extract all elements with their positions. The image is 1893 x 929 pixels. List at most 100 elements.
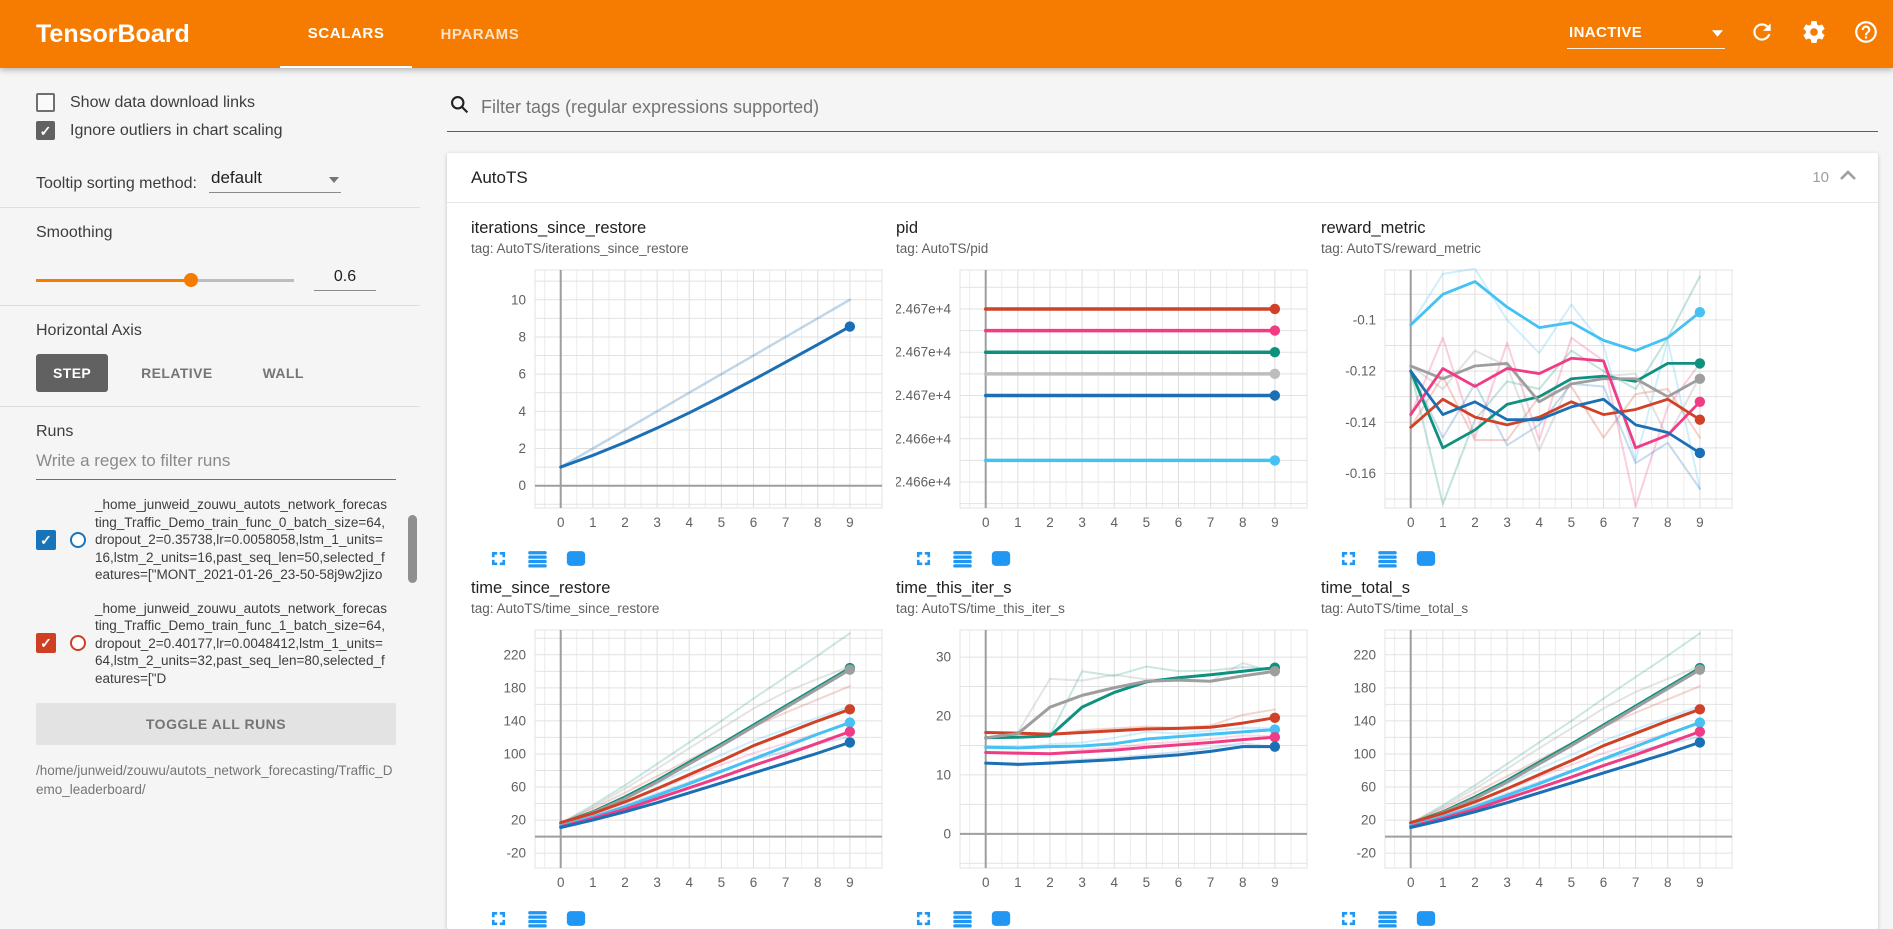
toggle-all-runs-button[interactable]: TOGGLE ALL RUNS [36,703,396,745]
scalar-chart[interactable]: 10 8 6 4 2 0 0 1 2 3 4 5 6 7 8 9 [471,264,888,536]
fit-domain-icon[interactable] [565,907,587,929]
svg-text:140: 140 [1353,713,1376,728]
run-name: _home_junweid_zouwu_autots_network_forec… [95,497,387,582]
svg-text:3: 3 [1503,875,1511,890]
svg-text:5: 5 [1143,515,1151,530]
settings-button[interactable] [1799,19,1829,49]
data-list-icon[interactable] [526,547,548,569]
chart-toolbar [487,907,888,929]
smoothing-slider[interactable] [36,272,294,287]
scalar-chart[interactable]: -0.1 -0.12 -0.14 -0.16 0 1 2 3 4 5 6 7 8 9 [1321,264,1738,536]
scalar-chart[interactable]: 30 20 10 0 0 1 2 3 4 5 6 7 8 9 [896,624,1313,896]
tooltip-sorting-label: Tooltip sorting method: [36,175,197,192]
chart-title: time_total_s [1321,579,1410,597]
expand-icon[interactable] [487,547,509,569]
fit-domain-icon[interactable] [990,547,1012,569]
run-checkbox[interactable] [36,633,56,654]
refresh-button[interactable] [1747,19,1777,49]
axis-relative-button[interactable]: RELATIVE [141,365,213,381]
run-checkbox[interactable] [36,529,56,550]
scalar-chart[interactable]: 220 180 140 100 60 20 -20 0 1 2 3 4 5 6 7 8 9 [471,624,888,896]
svg-text:6: 6 [518,367,526,382]
autots-card-header[interactable]: AutoTS 10 [447,153,1878,203]
tag-filter-input[interactable] [481,96,1876,118]
runs-filter-input[interactable] [36,441,396,480]
svg-text:2: 2 [621,515,629,530]
svg-text:0: 0 [982,515,990,530]
tooltip-sorting-value: default [210,168,263,187]
scalar-chart[interactable]: 220 180 140 100 60 20 -20 0 1 2 3 4 5 6 7 8 9 [1321,624,1738,896]
help-button[interactable] [1851,19,1881,49]
svg-text:-20: -20 [506,846,526,861]
svg-text:9: 9 [1696,875,1704,890]
svg-text:9: 9 [1271,515,1279,530]
expand-icon[interactable] [1337,547,1359,569]
svg-text:4: 4 [685,875,693,890]
runs-scrollbar-thumb[interactable] [408,515,417,583]
expand-icon[interactable] [487,907,509,929]
chart-tag: tag: AutoTS/iterations_since_restore [471,241,689,256]
data-list-icon[interactable] [951,907,973,929]
chart-tag: tag: AutoTS/reward_metric [1321,241,1481,256]
status-dropdown[interactable]: INACTIVE [1567,20,1725,49]
app-title: TensorBoard [36,19,190,48]
svg-text:100: 100 [1353,746,1376,761]
fit-domain-icon[interactable] [990,907,1012,929]
svg-text:7: 7 [1632,515,1640,530]
tab-hparams[interactable]: HPARAMS [440,25,520,43]
svg-text:140: 140 [503,713,526,728]
data-list-icon[interactable] [951,547,973,569]
fit-domain-icon[interactable] [565,547,587,569]
data-list-icon[interactable] [1376,547,1398,569]
data-list-icon[interactable] [1376,907,1398,929]
svg-text:8: 8 [1664,875,1672,890]
scalar-chart[interactable]: 2.467e+4 2.467e+4 2.467e+4 2.466e+4 2.466e+4… [894,264,1313,536]
smoothing-value[interactable]: 0.6 [314,268,376,291]
fit-domain-icon[interactable] [1415,907,1437,929]
svg-text:2.466e+4: 2.466e+4 [896,431,951,446]
svg-text:2: 2 [621,875,629,890]
expand-icon[interactable] [912,547,934,569]
slider-thumb[interactable] [183,272,198,287]
ignore-outliers-checkbox[interactable] [36,121,55,140]
svg-text:1: 1 [1014,515,1022,530]
chart-card: reward_metric tag: AutoTS/reward_metric -0… [1321,219,1738,569]
expand-icon[interactable] [912,907,934,929]
axis-step-button[interactable]: STEP [36,354,109,392]
tooltip-sorting-select[interactable]: default [208,166,341,193]
svg-text:5: 5 [1568,875,1576,890]
main-tabs: SCALARS HPARAMS [279,0,548,68]
svg-text:180: 180 [503,680,526,695]
tab-scalars[interactable]: SCALARS [279,0,413,68]
svg-text:8: 8 [814,515,822,530]
svg-text:1: 1 [589,875,597,890]
show-download-links-option[interactable]: Show data download links [36,93,396,112]
data-list-icon[interactable] [526,907,548,929]
svg-text:30: 30 [936,650,951,665]
svg-text:0: 0 [943,826,951,841]
chart-toolbar [1337,547,1738,569]
chart-title: pid [896,219,919,237]
tag-filter-bar [447,90,1878,132]
svg-text:4: 4 [1535,515,1543,530]
chart-card: time_since_restore tag: AutoTS/time_since… [471,579,888,929]
ignore-outliers-option[interactable]: Ignore outliers in chart scaling [36,121,396,140]
svg-text:3: 3 [653,515,661,530]
axis-wall-button[interactable]: WALL [262,365,304,381]
svg-text:2: 2 [1471,515,1479,530]
svg-text:8: 8 [1239,515,1247,530]
show-download-links-checkbox[interactable] [36,93,55,112]
fit-domain-icon[interactable] [1415,547,1437,569]
chart-title: iterations_since_restore [471,219,647,237]
svg-text:20: 20 [936,709,951,724]
run-radio[interactable] [70,635,86,652]
run-radio[interactable] [70,531,86,548]
svg-text:7: 7 [1207,515,1215,530]
svg-text:8: 8 [814,875,822,890]
svg-text:8: 8 [518,329,526,344]
chart-title: reward_metric [1321,219,1426,237]
chevron-up-icon[interactable] [1838,168,1858,187]
svg-text:9: 9 [846,515,854,530]
chart-toolbar [1337,907,1738,929]
expand-icon[interactable] [1337,907,1359,929]
